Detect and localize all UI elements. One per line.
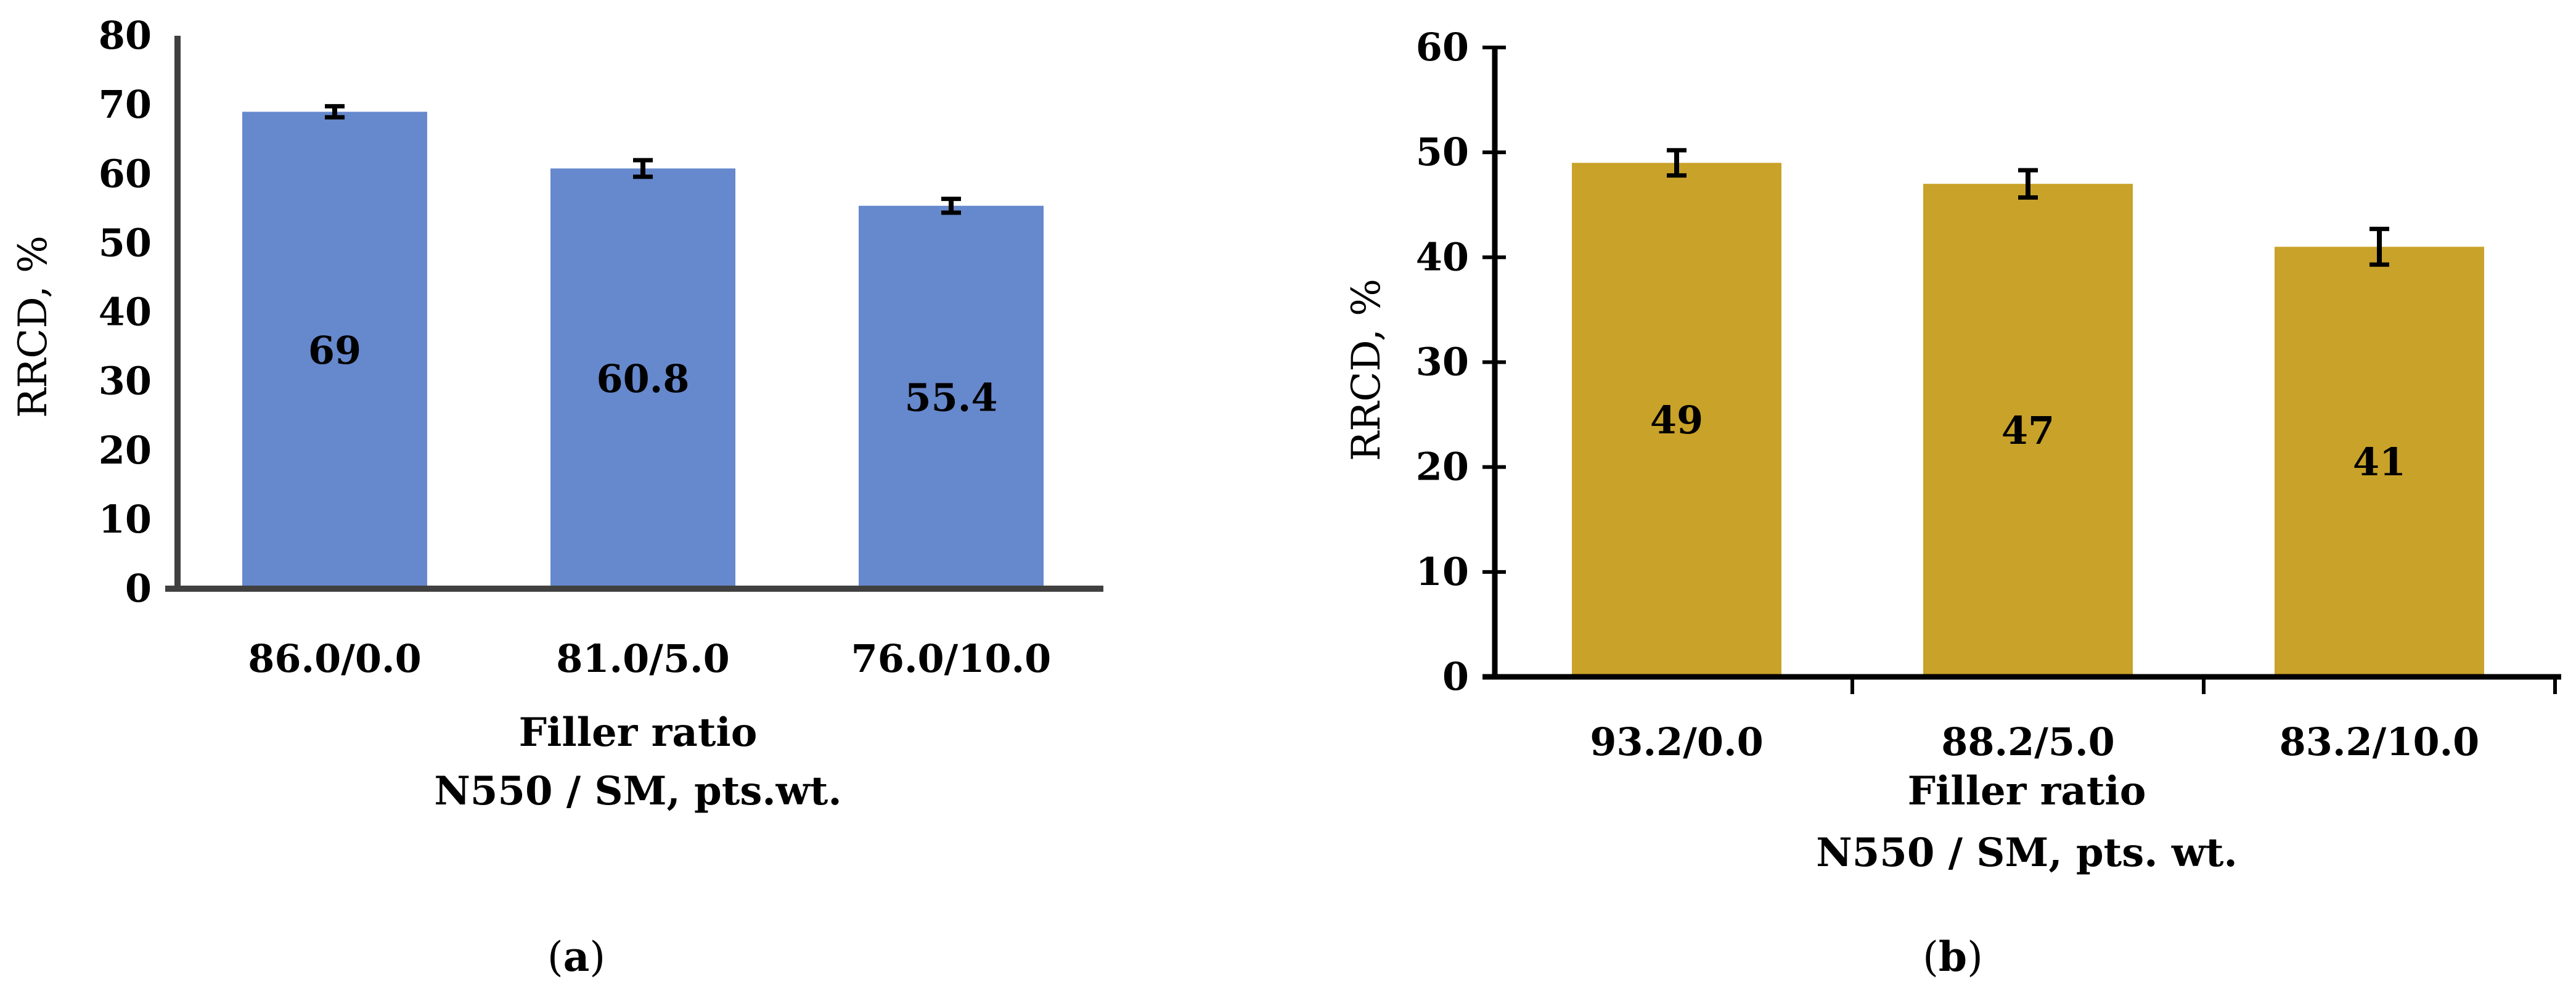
data-label: 55.4 xyxy=(904,375,997,420)
panel-letter-b: b xyxy=(1939,933,1967,981)
y-tick-label: 40 xyxy=(1416,234,1469,279)
x-tick-label: 86.0/0.0 xyxy=(248,636,422,681)
data-label: 69 xyxy=(308,328,361,373)
y-tick-label: 20 xyxy=(99,428,152,473)
y-tick-label: 50 xyxy=(99,220,152,265)
x-tick-label: 81.0/5.0 xyxy=(556,636,730,681)
y-axis-label: RRCD, % xyxy=(1344,279,1389,461)
x-axis-label-line-2: N550 / SM, pts. wt. xyxy=(1816,830,2238,876)
bar xyxy=(550,168,735,589)
svg-text:(b): (b) xyxy=(1923,933,1983,981)
y-tick-label: 10 xyxy=(1416,549,1469,594)
svg-text:(a): (a) xyxy=(547,933,605,981)
y-tick-label: 0 xyxy=(1442,654,1469,699)
x-axis-label-line-1: Filler ratio xyxy=(1908,768,2146,814)
panel-caption-b: (b) xyxy=(1923,933,1983,981)
y-tick-label: 30 xyxy=(99,359,152,404)
y-tick-label: 20 xyxy=(1416,444,1469,489)
bar xyxy=(1923,184,2133,677)
y-tick-label: 80 xyxy=(99,13,152,58)
y-axis-label: RRCD, % xyxy=(10,235,56,418)
bar xyxy=(859,205,1044,589)
x-axis-label-line-1: Filler ratio xyxy=(519,710,758,756)
bar xyxy=(1572,163,1781,677)
y-tick-label: 30 xyxy=(1416,340,1469,385)
data-label: 49 xyxy=(1650,398,1703,443)
x-tick-label: 83.2/10.0 xyxy=(2280,719,2480,764)
x-axis-label-line-2: N550 / SM, pts.wt. xyxy=(434,768,841,814)
y-tick-label: 60 xyxy=(1416,25,1469,70)
y-tick-label: 60 xyxy=(99,151,152,196)
panel-letter-a: a xyxy=(563,933,590,981)
x-tick-label: 93.2/0.0 xyxy=(1590,719,1764,764)
y-tick-label: 0 xyxy=(125,566,152,611)
panel-caption-a: (a) xyxy=(547,933,605,981)
data-label: 60.8 xyxy=(596,356,689,401)
bar xyxy=(2275,247,2484,677)
data-label: 47 xyxy=(2002,408,2055,453)
chart-panel-b: RRCD, % Filler ratio N550 / SM, pts. wt.… xyxy=(1344,25,2561,876)
y-tick-label: 40 xyxy=(99,290,152,335)
chart-panel-a: RRCD, % Filler ratio N550 / SM, pts.wt. … xyxy=(10,13,1103,814)
x-tick-label: 76.0/10.0 xyxy=(851,636,1052,681)
data-label: 41 xyxy=(2353,440,2406,485)
y-tick-label: 10 xyxy=(99,497,152,542)
bar xyxy=(242,112,427,589)
y-tick-label: 50 xyxy=(1416,129,1469,174)
y-tick-label: 70 xyxy=(99,82,152,127)
x-tick-label: 88.2/5.0 xyxy=(1941,719,2115,764)
